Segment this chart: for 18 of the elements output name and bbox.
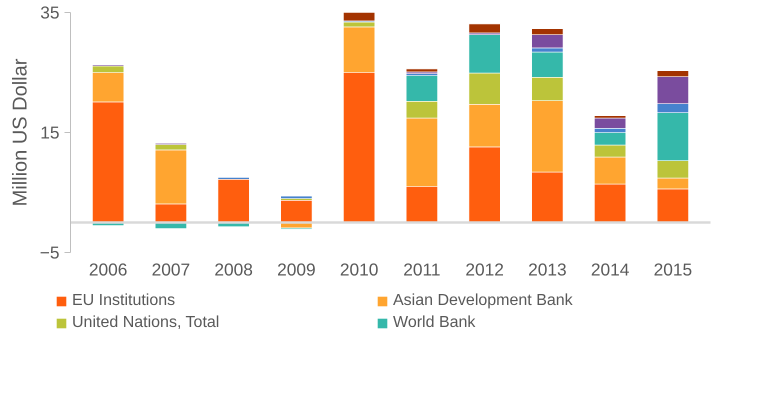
legend-label: United Nations, Total xyxy=(72,314,220,332)
x-tick-label: 2008 xyxy=(214,260,253,280)
y-tick-label: 35 xyxy=(40,2,60,22)
x-tick-label: 2015 xyxy=(654,260,692,280)
x-tick-label: 2012 xyxy=(465,260,504,280)
x-tick-label: 2014 xyxy=(590,260,630,280)
x-tick-label: 2011 xyxy=(403,260,441,280)
y-tick-label: −5 xyxy=(40,242,60,262)
x-tick-label: 2013 xyxy=(528,260,567,280)
x-tick-label: 2006 xyxy=(88,260,128,280)
x-tick-label: 2007 xyxy=(152,260,190,280)
legend-label: Asian Development Bank xyxy=(393,292,574,310)
x-tick-label: 2009 xyxy=(277,260,316,280)
y-tick-label: 15 xyxy=(40,122,60,142)
legend-label: World Bank xyxy=(393,314,476,332)
x-tick-label: 2010 xyxy=(340,260,378,280)
legend-label: EU Institutions xyxy=(72,292,176,310)
y-axis-title: Million US Dollar xyxy=(10,58,32,206)
